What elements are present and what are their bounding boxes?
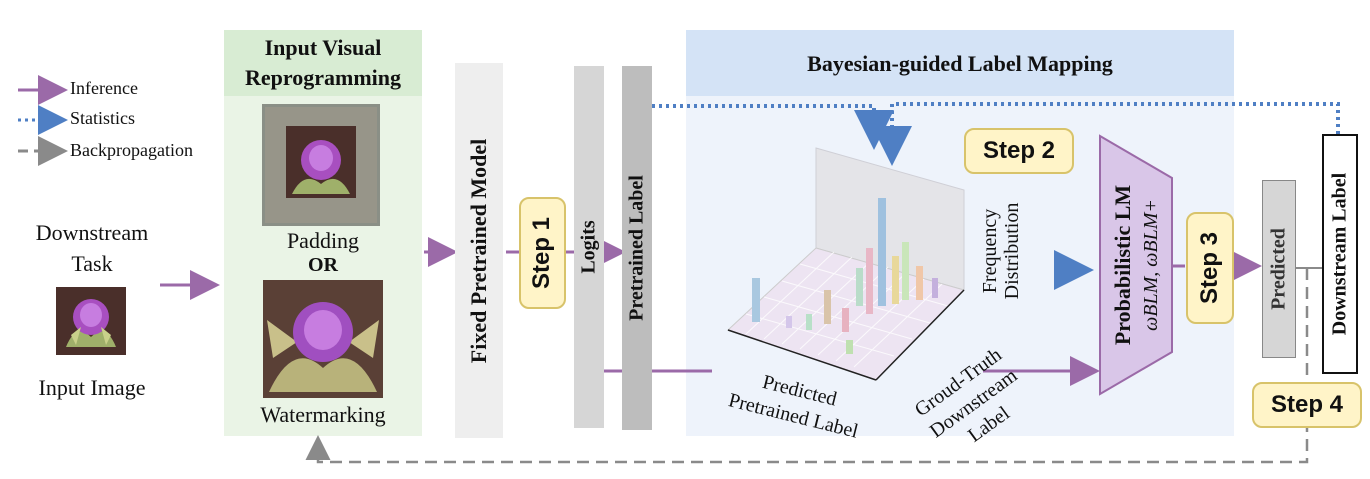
frequency-histogram [727, 147, 965, 381]
legend-statistics-label: Statistics [70, 108, 136, 128]
histogram-bar [866, 248, 873, 314]
fixed-pretrained-model: Fixed Pretrained Model [455, 63, 503, 438]
legend-inference-label: Inference [70, 78, 138, 98]
step1-label: Step 1 [528, 216, 556, 290]
histogram-bar [842, 308, 849, 332]
logits-label: Logits [577, 220, 600, 274]
downstream-task-line1: Downstream [35, 220, 149, 245]
predicted-box: Predicted [1262, 180, 1296, 358]
histogram-bar [846, 340, 853, 354]
padding-label: Padding [286, 228, 360, 253]
lm-title: Probabilistic LM [1110, 184, 1135, 346]
histogram-bar [932, 278, 938, 298]
frequency-axis-label: Frequency Distribution [970, 196, 1032, 306]
histogram-bar [856, 268, 863, 306]
histogram-axis-x [727, 329, 877, 381]
step3-badge: Step 3 [1186, 212, 1234, 324]
histogram-axis-y [875, 289, 965, 381]
histogram-bar [892, 256, 899, 304]
downstream-label-text: Downstream Label [1328, 172, 1351, 336]
histogram-bar [786, 316, 792, 328]
blm-panel-header [686, 30, 1234, 96]
input-image [56, 287, 126, 355]
backprop-arrow [305, 268, 1309, 464]
histogram-bar [878, 198, 886, 306]
histogram-bar [916, 266, 923, 300]
watermarking-image [263, 280, 383, 398]
downstream-label-box: Downstream Label [1322, 134, 1358, 374]
or-label: OR [308, 254, 338, 276]
step2-badge: Step 2 [964, 128, 1074, 174]
histogram-bar [806, 314, 812, 330]
probabilistic-lm: Probabilistic LM ωBLM, ωBLM+ [1098, 134, 1176, 396]
legend-backprop-label: Backpropagation [70, 140, 193, 160]
frequency-label-line2: Distribution [1001, 202, 1023, 300]
logits-bar: Logits [574, 66, 604, 428]
ivr-title-line2: Reprogramming [244, 65, 402, 90]
stats-arrow-2 [872, 102, 1340, 166]
watermarking-label: Watermarking [260, 402, 386, 427]
ivr-panel-header [224, 30, 422, 96]
step2-label: Step 2 [982, 137, 1056, 164]
stats-arrow-1 [652, 104, 894, 150]
pretrained-label-text: Pretrained Label [625, 175, 648, 321]
ivr-title-line1: Input Visual [264, 35, 382, 60]
histogram-bar [752, 278, 760, 322]
input-image-label: Input Image [38, 375, 146, 400]
fixed-model-label: Fixed Pretrained Model [466, 138, 491, 363]
histogram-bar [824, 290, 831, 324]
histogram-bar [902, 242, 909, 300]
step3-label: Step 3 [1196, 231, 1223, 305]
step1-badge: Step 1 [519, 197, 566, 309]
predicted-label: Predicted [1267, 228, 1290, 310]
lm-formula: ωBLM, ωBLM+ [1140, 199, 1162, 331]
step4-label: Step 4 [1270, 391, 1344, 418]
downstream-task-line2: Task [71, 251, 113, 276]
frequency-label-line1: Frequency [979, 208, 1001, 294]
pretrained-label-bar: Pretrained Label [622, 66, 652, 430]
probabilistic-lm-shape [1099, 134, 1173, 396]
step4-badge: Step 4 [1252, 382, 1362, 428]
blm-title: Bayesian-guided Label Mapping [807, 51, 1113, 76]
padding-image [262, 104, 380, 226]
